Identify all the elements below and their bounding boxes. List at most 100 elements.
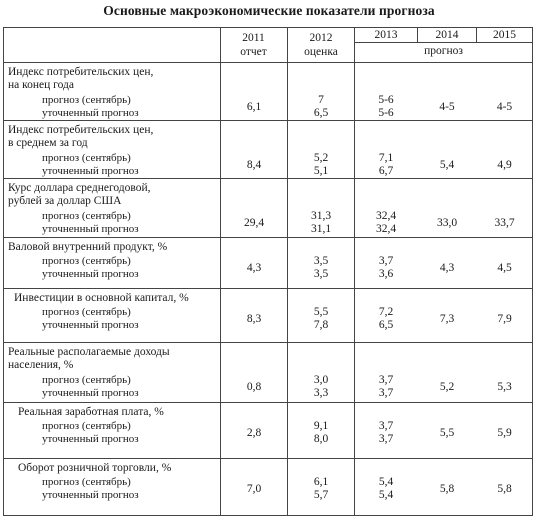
value-2013-refined: 3,7 (378, 433, 394, 445)
value-2011: 0,8 (246, 381, 262, 393)
header-sep-2014 (417, 28, 418, 43)
header-2015: 2015 (493, 29, 516, 41)
row-label: Индекс потребительских цен, (8, 124, 154, 136)
value-2012-september: 6,1 (313, 476, 329, 488)
sub-label-refined: уточненный прогноз (42, 387, 139, 399)
value-2013-refined: 5,4 (378, 489, 394, 501)
table-row: Курс доллара среднегодовой, рублей за дол… (4, 179, 532, 238)
table-row: Инвестиции в основной капитал, % прогноз … (4, 289, 532, 343)
header-2012: 2012 (309, 32, 333, 44)
row-label-line2: населения, % (8, 359, 74, 371)
value-2012-refined: 5,1 (313, 165, 329, 177)
value-2015: 5,9 (497, 427, 512, 439)
value-2012-refined: 8,0 (313, 433, 329, 445)
value-2011: 7,0 (246, 483, 262, 495)
value-2011: 8,4 (246, 159, 262, 171)
value-2012-september: 3,5 (313, 255, 329, 267)
table-row: Валовой внутренний продукт, % прогноз (се… (4, 238, 532, 289)
header-sep-2015 (476, 28, 477, 43)
sub-label-refined: уточненный прогноз (42, 319, 139, 331)
row-label: Инвестиции в основной капитал, % (14, 292, 189, 304)
row-label: Курс доллара среднегодовой, (8, 182, 151, 194)
value-2011: 2,8 (246, 427, 262, 439)
value-2012-september: 7 (318, 94, 324, 106)
value-2011: 4,3 (246, 262, 262, 274)
value-2013-refined: 3,7 (378, 387, 394, 399)
value-2014: 5,4 (439, 159, 455, 171)
row-label: Валовой внутренний продукт, % (8, 241, 168, 253)
value-2013-refined: 5-6 (378, 107, 394, 119)
table-row: Реальная заработная плата, % прогноз (сен… (4, 403, 532, 459)
table-row: Индекс потребительских цен, в среднем за … (4, 121, 532, 179)
header-2014: 2014 (435, 29, 459, 41)
value-2012-refined: 3,5 (313, 268, 329, 280)
sub-label-september: прогноз (сентябрь) (42, 476, 131, 488)
value-2011: 6,1 (246, 101, 262, 113)
value-2013-september: 32,4 (375, 210, 397, 222)
value-2015: 5,3 (497, 381, 512, 393)
value-2014: 4-5 (439, 101, 455, 113)
sub-label-september: прогноз (сентябрь) (42, 306, 131, 318)
value-2013-september: 7,2 (378, 306, 394, 318)
forecast-table: 2011 отчет 2012 оценка 2013 2014 2015 пр… (3, 27, 533, 516)
col-sep-2011 (220, 28, 221, 515)
row-label: Реальная заработная плата, % (18, 406, 164, 418)
value-2012-september: 31,3 (310, 210, 332, 222)
value-2012-refined: 6,5 (313, 107, 329, 119)
value-2013-refined: 3,6 (378, 268, 394, 280)
value-2014: 33,0 (436, 217, 458, 229)
value-2013-september: 5-6 (378, 94, 394, 106)
sub-label-refined: уточненный прогноз (42, 433, 139, 445)
value-2012-refined: 31,1 (310, 223, 332, 235)
value-2012-september: 3,0 (313, 374, 329, 386)
value-2013-september: 7,1 (378, 152, 394, 164)
value-2012-refined: 5,7 (313, 489, 329, 501)
value-2014: 5,8 (439, 483, 455, 495)
value-2013-september: 5,4 (378, 476, 394, 488)
sub-label-refined: уточненный прогноз (42, 268, 139, 280)
value-2015: 5,8 (497, 483, 512, 495)
sub-label-september: прогноз (сентябрь) (42, 420, 131, 432)
value-2011: 8,3 (246, 313, 262, 325)
value-2015: 33,7 (494, 217, 515, 229)
sub-label-refined: уточненный прогноз (42, 107, 139, 119)
value-2011: 29,4 (243, 217, 265, 229)
value-2013-refined: 6,7 (378, 165, 394, 177)
value-2015: 4,5 (497, 262, 512, 274)
value-2013-refined: 6,5 (378, 319, 394, 331)
table-title: Основные макроэкономические показатели п… (103, 3, 435, 18)
header-divider (355, 42, 532, 43)
value-2013-refined: 32,4 (375, 223, 397, 235)
row-label: Реальные располагаемые доходы (8, 346, 170, 358)
header-2011: 2011 (242, 32, 265, 44)
table-row: Индекс потребительских цен, на конец года… (4, 63, 532, 121)
row-label: Оборот розничной торговли, % (18, 462, 172, 474)
value-2015: 4,9 (497, 159, 512, 171)
sub-label-september: прогноз (сентябрь) (42, 374, 131, 386)
col-sep-2013 (354, 28, 355, 515)
row-label-line2: рублей за доллар США (8, 195, 122, 207)
value-2015: 4-5 (496, 101, 513, 113)
row-label-line2: на конец года (8, 79, 74, 91)
table-header: 2011 отчет 2012 оценка 2013 2014 2015 пр… (4, 28, 532, 63)
value-2012-september: 9,1 (313, 420, 329, 432)
header-2012-sub: оценка (304, 46, 338, 58)
value-2012-september: 5,2 (313, 152, 329, 164)
value-2013-september: 3,7 (378, 255, 394, 267)
row-label: Индекс потребительских цен, (8, 66, 154, 78)
sub-label-september: прогноз (сентябрь) (42, 210, 131, 222)
header-2011-sub: отчет (240, 46, 267, 58)
table-row: Реальные располагаемые доходы населения, … (4, 343, 532, 403)
header-2013: 2013 (374, 29, 398, 41)
value-2012-refined: 3,3 (313, 387, 329, 399)
sub-label-refined: уточненный прогноз (42, 489, 139, 501)
value-2014: 5,2 (439, 381, 455, 393)
sub-label-september: прогноз (сентябрь) (42, 94, 131, 106)
value-2015: 7,9 (497, 313, 512, 325)
sub-label-refined: уточненный прогноз (42, 165, 139, 177)
value-2014: 5,5 (439, 427, 455, 439)
sub-label-september: прогноз (сентябрь) (42, 255, 131, 267)
value-2013-september: 3,7 (378, 420, 394, 432)
value-2012-september: 5,5 (313, 306, 329, 318)
value-2014: 4,3 (439, 262, 455, 274)
